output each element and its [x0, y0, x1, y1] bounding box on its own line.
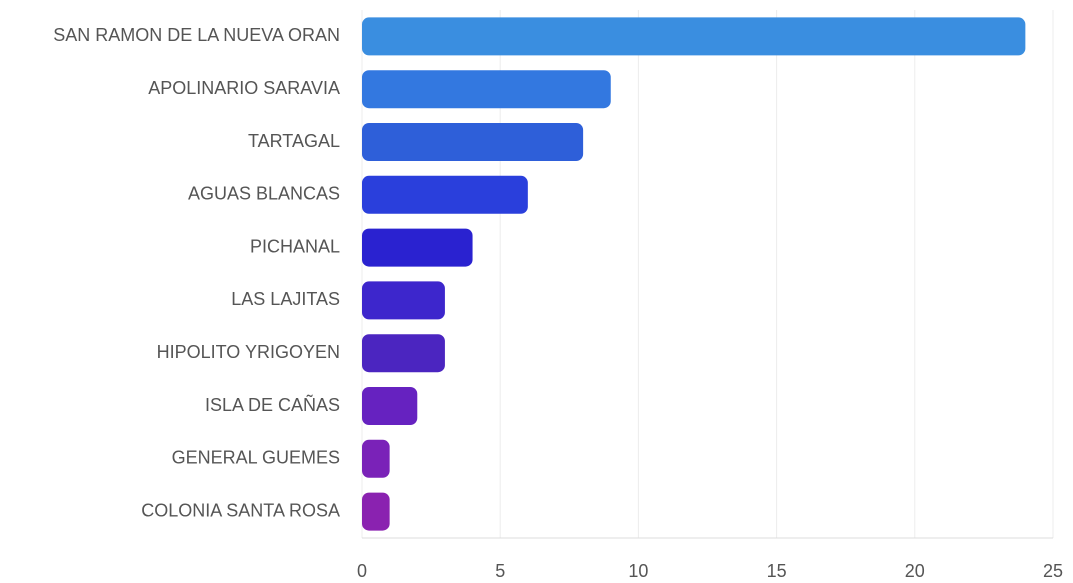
y-tick-label: APOLINARIO SARAVIA [148, 78, 340, 98]
bar [362, 17, 1026, 56]
bar [362, 387, 418, 425]
y-tick-label: GENERAL GUEMES [172, 448, 340, 468]
bar [362, 70, 611, 109]
bar [362, 334, 445, 373]
bar [362, 175, 528, 214]
y-tick-label: SAN RAMON DE LA NUEVA ORAN [53, 25, 340, 45]
y-tick-label: AGUAS BLANCAS [188, 184, 340, 204]
y-tick-label: ISLA DE CAÑAS [205, 394, 340, 415]
bar [362, 492, 390, 531]
x-tick-label: 20 [905, 561, 925, 581]
x-tick-label: 0 [357, 561, 367, 581]
bar [362, 281, 445, 320]
bar [362, 123, 584, 161]
bar [362, 228, 473, 267]
bar [362, 439, 390, 478]
x-tick-label: 15 [767, 561, 787, 581]
x-tick-label: 10 [628, 561, 648, 581]
x-tick-label: 25 [1043, 561, 1063, 581]
x-tick-label: 5 [495, 561, 505, 581]
y-tick-label: TARTAGAL [248, 131, 340, 151]
y-tick-label: HIPOLITO YRIGOYEN [157, 342, 340, 362]
y-tick-label: COLONIA SANTA ROSA [141, 500, 340, 520]
y-tick-label: PICHANAL [250, 236, 340, 256]
y-tick-label: LAS LAJITAS [231, 289, 340, 309]
